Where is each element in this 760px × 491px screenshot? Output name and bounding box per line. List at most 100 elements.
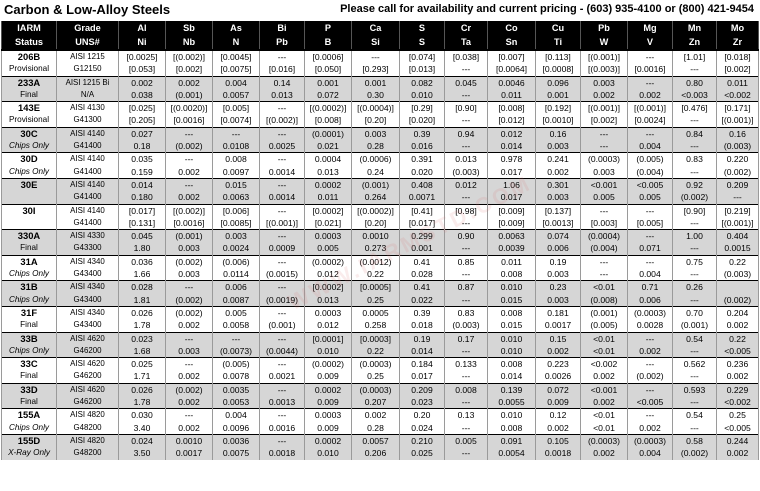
column-subheader: B [304,35,352,51]
column-header: Cr [444,21,488,35]
table-cell: 1.06 [487,177,536,192]
table-cell: [0.005] [212,101,260,115]
table-row: 30D AISI 4140 0.035 --- 0.008 --- 0.0004 (0.000… [1,152,759,166]
table-row: Final G46200 1.71 0.002 0.0078 0.0021 0.009 0.2… [1,370,759,384]
column-header: Sb [165,21,213,35]
table-cell: (0.008) [580,293,628,307]
status-cell: Chips Only [1,293,57,307]
table-cell: [0.20] [351,216,400,230]
table-cell: [0.038] [444,49,488,64]
table-cell: --- [259,152,305,166]
uns-cell: G43400 [56,293,119,307]
table-cell: --- [259,49,305,64]
table-cell: 0.022 [399,293,445,307]
table-cell: 0.001 [535,88,581,102]
table-cell: --- [259,126,305,141]
table-cell: 0.0087 [212,293,260,307]
table-cell: 0.012 [444,177,488,192]
table-cell: 0.002 [535,344,581,358]
table-cell: 0.002 [351,408,400,422]
reference-material-id: 30C [1,126,57,141]
table-row: 143E AISI 4130 [0.025] [(0.0020)] [0.005] ---… [1,101,759,115]
table-cell: [0.009] [487,203,536,217]
table-cell: --- [627,126,673,141]
table-cell: --- [444,191,488,205]
table-cell: [0.0013] [535,216,581,230]
table-cell: 0.096 [535,75,581,89]
table-cell: --- [580,268,628,281]
table-cell: 0.008 [487,305,536,320]
status-cell: Chips Only [1,268,57,281]
table-cell: --- [212,126,260,141]
table-cell: <0.01 [580,344,628,358]
table-cell: [0.476] [672,101,717,115]
table-cell: 0.25 [716,408,759,422]
status-cell: X-Ray Only [1,447,57,460]
table-cell: 0.025 [399,447,445,460]
table-cell: <0.001 [580,177,628,192]
table-cell: 0.0035 [212,382,260,397]
table-cell: [0.002] [165,63,213,77]
table-cell: (0.002) [672,191,717,205]
table-cell: 0.004 [627,140,673,153]
uns-cell: G46200 [56,396,119,409]
table-cell: [0.002] [716,63,759,77]
grade-cell: AISI 4820 [56,433,119,448]
table-cell: 0.0097 [212,165,260,179]
table-cell: --- [672,268,717,281]
table-cell: 0.002 [165,165,213,179]
table-cell: --- [259,101,305,115]
grade-cell: AISI 4340 [56,305,119,320]
table-cell: 0.036 [118,254,166,269]
table-cell: [0.008] [487,101,536,115]
table-cell: 0.0057 [212,88,260,102]
table-body: 206B AISI 1215 [0.0025] [(0.002)] [0.0045] --… [1,49,759,460]
table-cell: 0.004 [627,447,673,460]
table-cell: 0.20 [399,408,445,422]
table-cell: 0.004 [212,75,260,89]
uns-cell: G12150 [56,63,119,77]
table-cell: 0.220 [716,152,759,166]
table-cell: 1.78 [118,396,166,409]
column-header: As [212,21,260,35]
table-cell: 0.006 [535,242,581,256]
table-row: Final G46200 1.78 0.002 0.0053 0.0013 0.009 0.2… [1,396,759,409]
table-cell: [(0.002)] [259,114,305,128]
table-cell: 0.0004 [304,152,352,166]
table-row: Final G43300 1.80 0.003 0.0024 0.0009 0.005 0.2… [1,242,759,256]
grade-cell: AISI 4140 [56,203,119,217]
page-title: Carbon & Low-Alloy Steels [4,2,171,17]
table-cell: 0.003 [165,268,213,281]
table-cell: 0.258 [351,319,400,333]
uns-cell: G46200 [56,344,119,358]
table-cell: 0.021 [304,140,352,153]
table-cell: 0.018 [399,319,445,333]
table-cell: 0.072 [304,88,352,102]
table-cell: (0.002) [165,293,213,307]
table-cell: [0.90] [444,101,488,115]
table-cell: (0.002) [165,305,213,320]
table-cell: --- [165,331,213,345]
table-cell: 0.035 [118,152,166,166]
table-cell: 1.80 [118,242,166,256]
table-cell: 0.0114 [212,268,260,281]
table-row: 33C AISI 4620 0.025 --- (0.005) --- (0.0002) (0… [1,357,759,371]
column-header: Cu [535,21,581,35]
grade-cell: AISI 4340 [56,254,119,269]
table-cell: --- [627,229,673,243]
table-cell: 0.002 [627,344,673,358]
table-cell: --- [351,49,400,64]
table-cell: 0.28 [351,140,400,153]
table-cell: <0.002 [580,357,628,371]
table-cell: [0.016] [259,63,305,77]
reference-material-id: 143E [1,101,57,115]
table-cell: (0.0044) [259,344,305,358]
table-cell: [0.41] [399,203,445,217]
table-cell: (0.001) [580,305,628,320]
table-cell: 0.0054 [487,447,536,460]
grade-cell: AISI 1215 [56,49,119,64]
table-cell: 0.159 [118,165,166,179]
table-cell: 0.23 [535,280,581,294]
table-cell: [(0.001)] [580,101,628,115]
table-row: 31F AISI 4340 0.026 (0.002) 0.005 --- 0.0003 0.… [1,305,759,320]
